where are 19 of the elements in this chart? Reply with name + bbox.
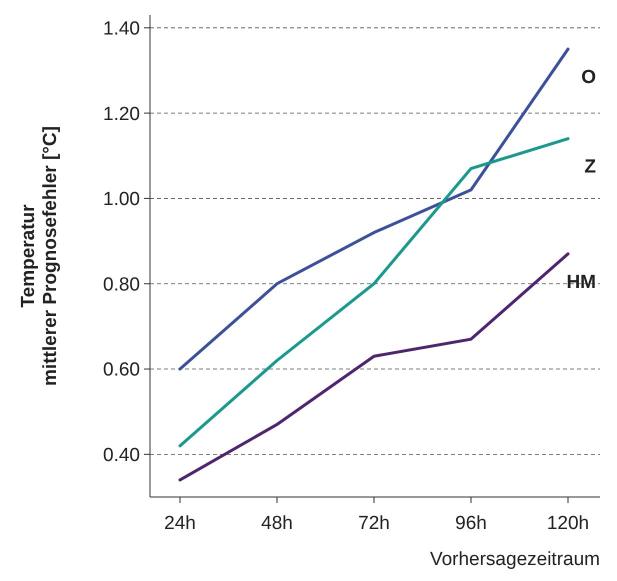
y-tick-label: 0.80 — [103, 274, 140, 296]
y-tick-label: 0.40 — [103, 444, 140, 466]
y-tick-label: 0.60 — [103, 360, 140, 381]
x-tick-label: 48h — [261, 513, 293, 534]
x-tick-label: 72h — [358, 513, 390, 534]
y-tick-label: 1.00 — [103, 189, 140, 210]
y-tick-label: 1.20 — [103, 104, 140, 125]
x-tick-label: 120h — [546, 513, 590, 534]
series-label: O — [581, 67, 596, 88]
line-series — [178, 137, 570, 448]
x-tick-label: 96h — [455, 513, 487, 534]
y-tick-label: 1.40 — [103, 18, 140, 40]
y-axis-title: Temperatur mittlerer Prognosefehler [°C] — [18, 126, 61, 386]
x-tick-label: 24h — [164, 513, 196, 534]
line-series — [178, 48, 570, 371]
series-label: HM — [566, 272, 596, 293]
series-label: Z — [584, 156, 596, 178]
line-series — [178, 252, 570, 482]
x-axis-title: Vorhersagezeitraum — [430, 549, 600, 570]
